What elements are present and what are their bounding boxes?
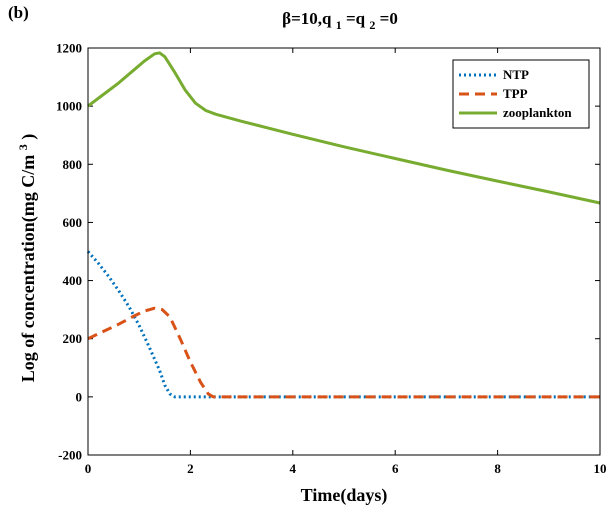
y-axis-label-sup: 3 [16,144,30,150]
y-tick-label: 1000 [56,99,82,114]
chart-title: β=10,q 1 =q 2 =0 [282,9,398,33]
y-tick-label: -200 [58,448,82,463]
panel-label: (b) [8,3,29,22]
x-tick-label: 8 [494,461,501,476]
y-tick-label: 0 [76,389,83,404]
x-tick-label: 0 [85,461,92,476]
title-mid: =q [346,9,366,28]
x-tick-label: 6 [392,461,399,476]
x-tick-label: 4 [290,461,297,476]
y-tick-label: 400 [63,273,83,288]
legend-label-zooplankton: zooplankton [503,105,572,120]
y-tick-label: 800 [63,157,83,172]
series-line-tpp [87,306,600,399]
title-suffix: =0 [380,9,398,28]
series-line-ntp [86,250,600,399]
series-layer [86,51,601,399]
y-axis-label-close: ) [18,134,39,140]
y-axis-label: Log of concentration(mg C/m 3 ) [11,134,39,382]
axes-box [87,47,601,456]
legend: NTP TPP zooplankton [452,59,590,129]
x-tick-label: 10 [594,461,607,476]
x-tick-label: 2 [187,461,194,476]
title-prefix: β=10,q [282,9,332,28]
y-axis-label-main: Log of concentration(mg C/m [18,155,39,382]
legend-label-tpp: TPP [503,86,528,101]
title-sub2: 2 [369,18,375,32]
x-axis-label: Time(days) [301,485,388,506]
legend-label-ntp: NTP [503,67,529,82]
title-sub1: 1 [336,18,342,32]
y-tick-label: 600 [63,215,83,230]
y-tick-label: 1200 [56,41,82,56]
y-tick-label: 200 [63,331,83,346]
series-line-zooplankton [87,51,601,205]
